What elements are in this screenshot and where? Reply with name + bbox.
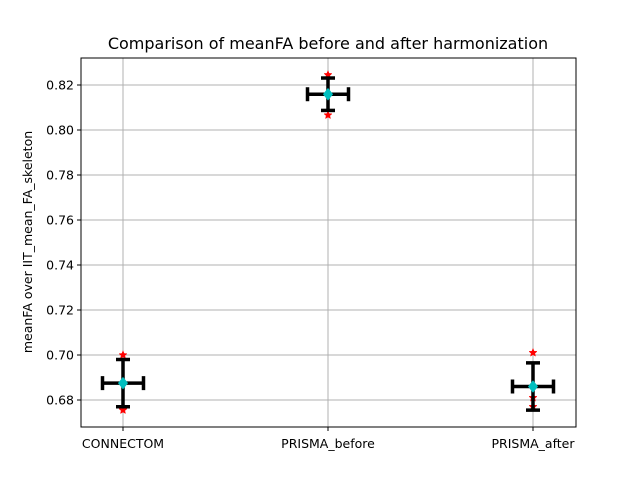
plot-frame	[80, 57, 577, 428]
axis-ticks: CONNECTOM PRISMA_before PRISMA_after 0.68 0.…	[46, 78, 575, 452]
x-tick-label: CONNECTOM	[82, 436, 164, 451]
y-tick-label: 0.74	[46, 258, 74, 273]
y-tick-label: 0.76	[46, 213, 74, 228]
y-tick-label: 0.80	[46, 123, 74, 138]
x-tick-label: PRISMA_after	[491, 436, 575, 451]
y-tick-label: 0.68	[46, 393, 74, 408]
data-point-star	[118, 350, 128, 359]
y-axis-label: meanFA over IIT_mean_FA_skeleton	[20, 131, 35, 353]
x-tick-label: PRISMA_before	[281, 436, 375, 451]
data-point-mean	[117, 376, 129, 390]
chart-title: Comparison of meanFA before and after ha…	[108, 34, 548, 53]
data-point-star	[118, 405, 128, 415]
y-tick-label: 0.70	[46, 348, 74, 363]
data-point-mean	[527, 380, 539, 393]
y-tick-label: 0.82	[46, 78, 74, 93]
y-tick-label: 0.78	[46, 168, 74, 183]
data-point-star	[528, 347, 538, 357]
data-point-mean	[322, 87, 334, 101]
y-tick-label: 0.72	[46, 303, 74, 318]
data-marks	[100, 70, 556, 415]
data-point-star	[323, 110, 333, 120]
grid	[81, 58, 576, 427]
